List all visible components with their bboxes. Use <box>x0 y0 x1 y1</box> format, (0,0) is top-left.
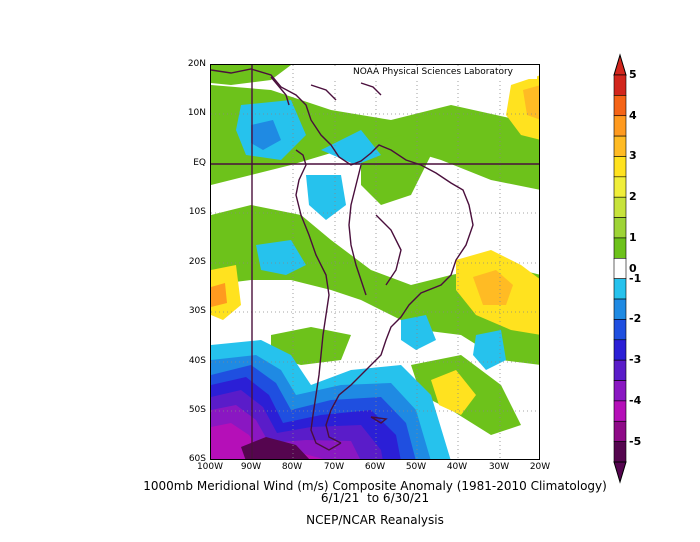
lon-label: 80W <box>281 462 303 472</box>
colorbar-bin <box>613 176 627 198</box>
colorbar <box>613 53 627 484</box>
lat-label: 10S <box>188 207 206 217</box>
lat-label: 50S <box>188 405 206 415</box>
lon-label: 40W <box>446 462 468 472</box>
map-caption: 1000mb Meridional Wind (m/s) Composite A… <box>110 480 640 526</box>
colorbar-bin <box>613 95 627 117</box>
colorbar-bin <box>613 135 627 157</box>
caption-source: NCEP/NCAR Reanalysis <box>306 513 444 527</box>
lat-label: 10N <box>187 108 206 118</box>
colorbar-tick-label: -3 <box>629 353 642 367</box>
lat-label: EQ <box>193 158 206 168</box>
colorbar-tick-label: 4 <box>629 108 637 122</box>
colorbar-bin <box>613 156 627 178</box>
lat-label: 20S <box>188 257 206 267</box>
colorbar-bin <box>613 74 627 96</box>
lat-label: 40S <box>188 356 206 366</box>
colorbar-tick-label: 5 <box>629 68 637 81</box>
colorbar-tick-label: 1 <box>629 230 637 244</box>
colorbar-bin <box>613 217 627 239</box>
coastlines <box>211 68 474 451</box>
colorbar-tick-label: 0 <box>629 261 637 275</box>
colorbar-bin <box>613 380 627 402</box>
colorbar-bin <box>613 196 627 218</box>
colorbar-bin <box>613 115 627 137</box>
caption-title: 1000mb Meridional Wind (m/s) Composite A… <box>143 479 607 493</box>
colorbar-tick-label: 2 <box>629 190 637 204</box>
colorbar-bin <box>613 237 627 259</box>
lon-label: 90W <box>240 462 262 472</box>
credit-label: NOAA Physical Sciences Laboratory <box>329 66 537 79</box>
lat-label: 60S <box>188 454 206 464</box>
lon-label: 100W <box>196 462 224 472</box>
colorbar-bin <box>613 278 627 300</box>
colorbar-bin <box>613 420 627 442</box>
colorbar-tick-label: -4 <box>629 393 642 407</box>
colorbar-tick-label: -5 <box>629 434 642 448</box>
colorbar-bin <box>613 339 627 361</box>
colorbar-bin <box>613 258 627 279</box>
anomaly-map <box>211 65 539 459</box>
lon-label: 30W <box>488 462 510 472</box>
colorbar-tick-label: 3 <box>629 149 637 163</box>
colorbar-bin <box>613 319 627 341</box>
lon-label: 20W <box>529 462 551 472</box>
lon-label: 60W <box>364 462 386 472</box>
lon-label: 70W <box>323 462 345 472</box>
lon-label: 50W <box>405 462 427 472</box>
colorbar-bin <box>613 441 627 463</box>
colorbar-tick-label: -1 <box>629 271 642 285</box>
colorbar-bin <box>613 359 627 381</box>
colorbar-bin <box>613 298 627 320</box>
colorbar-bin <box>613 400 627 422</box>
caption-dates: 6/1/21 to 6/30/21 <box>320 491 430 505</box>
colorbar-tick-label: -2 <box>629 312 642 326</box>
lat-label: 20N <box>187 59 206 69</box>
colorbar-bottom-arrow <box>613 461 627 484</box>
map-panel <box>210 64 540 460</box>
lat-label: 30S <box>188 306 206 316</box>
colorbar-bins <box>613 53 627 484</box>
colorbar-top-arrow <box>613 53 627 76</box>
